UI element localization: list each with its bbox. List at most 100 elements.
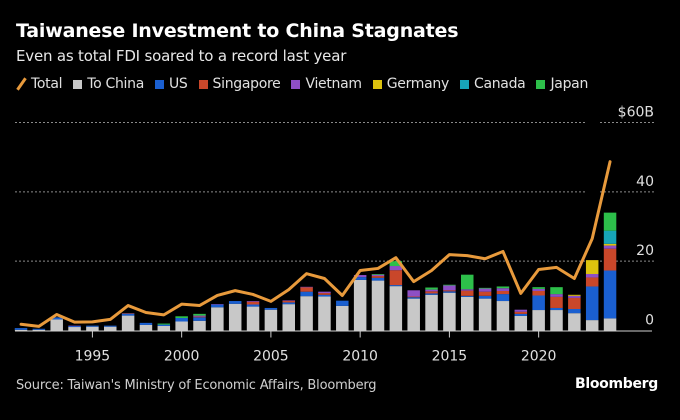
x-axis: 1995 2000 2005 2010 2015 2020 (15, 330, 652, 365)
bar-singapore-1997 (121, 313, 135, 314)
bar-vietnam-2011 (371, 274, 385, 277)
bar-us-2003 (228, 301, 242, 304)
legend-item-canada: Canada (459, 76, 526, 92)
bars (14, 212, 617, 331)
legend-item-total: Total (16, 76, 63, 92)
legend: Total To China US Singapore Vietnam Germ… (16, 76, 599, 92)
bar-canada-2024 (603, 230, 617, 244)
bar-vietnam-2010 (353, 275, 367, 278)
bar-vietnam-2024 (603, 245, 617, 249)
bar-to-china-2019 (514, 315, 528, 331)
bar-singapore-2001 (193, 316, 206, 318)
bar-singapore-2006 (282, 300, 295, 303)
bar-to-china-1999 (157, 325, 171, 331)
legend-item-singapore: Singapore (198, 76, 281, 92)
bar-singapore-2004 (246, 301, 260, 305)
bar-singapore-2018 (496, 290, 510, 295)
legend-label-canada: Canada (473, 76, 526, 92)
bar-vietnam-2008 (318, 291, 331, 294)
bar-to-china-2007 (300, 296, 313, 331)
legend-item-germany: Germany (372, 76, 449, 92)
bar-to-china-2009 (336, 305, 349, 331)
bar-singapore-2021 (550, 296, 563, 308)
bar-japan-2015 (443, 284, 456, 286)
bar-us-1992 (32, 328, 46, 330)
legend-label-vietnam: Vietnam (305, 76, 362, 92)
bar-to-china-1995 (86, 326, 99, 331)
bar-singapore-2008 (318, 293, 331, 295)
bar-germany-2023 (585, 260, 599, 274)
bar-vietnam-2015 (443, 285, 456, 291)
y-axis-labels: 0 20 40 $60B (618, 105, 654, 329)
total-line-path (19, 160, 612, 328)
bar-to-china-2012 (389, 286, 403, 331)
bar-us-2016 (461, 295, 474, 297)
source-note: Source: Taiwan's Ministry of Economic Af… (16, 378, 377, 393)
bar-to-china-1991 (14, 329, 28, 331)
x-tick-label: 2000 (164, 349, 200, 365)
swatch-icon (154, 79, 164, 89)
bar-to-china-2021 (550, 310, 563, 331)
bar-vietnam-1994 (68, 325, 81, 327)
bar-us-1999 (157, 324, 171, 326)
bar-to-china-1998 (139, 324, 153, 331)
swatch-icon (536, 79, 546, 89)
bar-japan-2011 (371, 273, 385, 275)
bar-us-2010 (353, 277, 367, 280)
bar-to-china-2024 (603, 318, 617, 331)
x-tick-label: 2005 (253, 349, 289, 365)
bar-to-china-2000 (175, 321, 188, 331)
bar-to-china-2017 (478, 298, 492, 331)
swatch-icon (459, 79, 469, 89)
bar-vietnam-2014 (425, 289, 438, 292)
bar-us-2013 (407, 297, 420, 299)
legend-label-singapore: Singapore (212, 76, 281, 92)
bar-to-china-2008 (318, 296, 331, 331)
bar-to-china-2020 (532, 310, 545, 331)
bar-us-2017 (478, 295, 492, 299)
bar-vietnam-2007 (300, 286, 313, 288)
bar-us-2024 (603, 270, 617, 319)
bar-to-china-2014 (425, 294, 438, 331)
bar-us-1998 (139, 322, 153, 325)
bar-us-2022 (568, 309, 581, 314)
bar-japan-2024 (603, 212, 617, 231)
swatch-icon (372, 79, 382, 89)
legend-label-us: US (168, 76, 188, 92)
total-line (19, 160, 612, 328)
bar-vietnam-2001 (193, 315, 206, 317)
y-tick-label: $60B (618, 105, 654, 121)
bar-vietnam-2020 (532, 288, 545, 291)
bar-singapore-2016 (461, 290, 474, 296)
legend-item-vietnam: Vietnam (291, 76, 362, 92)
y-tick-label: 40 (636, 174, 654, 190)
bar-singapore-2020 (532, 290, 545, 296)
bar-germany-2022 (568, 294, 581, 296)
bar-to-china-1997 (121, 315, 135, 331)
legend-label-total: Total (31, 76, 63, 92)
bar-us-1994 (68, 325, 81, 328)
bar-japan-2000 (175, 316, 188, 319)
bar-to-china-1993 (50, 319, 63, 331)
bar-vietnam-2002 (211, 304, 224, 305)
legend-item-japan: Japan (536, 76, 588, 92)
bar-vietnam-2016 (461, 289, 474, 291)
bar-us-1995 (86, 325, 99, 327)
bar-us-2012 (389, 285, 403, 287)
bar-to-china-1992 (32, 329, 46, 331)
bar-us-2019 (514, 313, 528, 316)
bar-us-2001 (193, 317, 206, 321)
bar-to-china-2001 (193, 320, 206, 331)
y-tick-label: 20 (636, 243, 654, 259)
bar-us-2023 (585, 286, 599, 321)
bar-us-1996 (104, 325, 117, 327)
bar-vietnam-2023 (585, 273, 599, 278)
bar-vietnam-2017 (478, 288, 492, 292)
y-tick-label: 0 (645, 313, 654, 329)
bar-to-china-2003 (228, 303, 242, 331)
bar-singapore-2013 (407, 296, 420, 298)
bar-singapore-2007 (300, 287, 313, 292)
swatch-icon (73, 79, 83, 89)
bar-germany-2024 (603, 243, 617, 246)
